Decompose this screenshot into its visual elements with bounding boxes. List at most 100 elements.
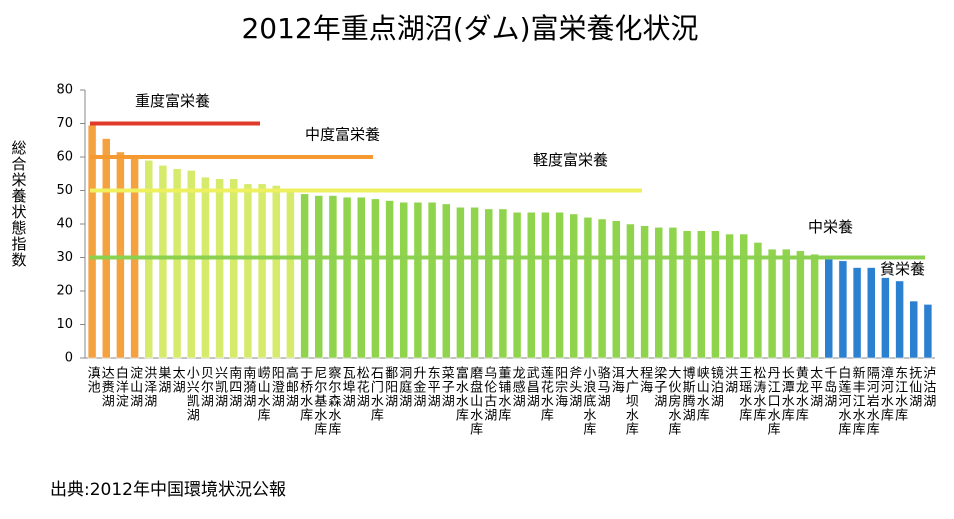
bar xyxy=(612,220,621,359)
x-tick-label: 小兴凯湖 xyxy=(184,366,200,422)
bar xyxy=(172,168,182,359)
x-tick-label: 南漪湖 xyxy=(240,365,256,408)
source: 出典:2012年中国環境状況公報 xyxy=(50,480,286,500)
bar xyxy=(569,213,578,359)
bar xyxy=(116,151,125,359)
reference-label: 中度富栄養 xyxy=(305,126,380,144)
bar xyxy=(583,217,593,359)
bar xyxy=(640,225,649,359)
x-tick-label: 董铺水库 xyxy=(495,366,511,422)
x-tick-label: 察尔森水库 xyxy=(325,366,341,436)
x-tick-label: 骆马湖 xyxy=(595,365,611,408)
bar xyxy=(527,212,536,359)
y-tick-label: 70 xyxy=(56,116,73,131)
bar xyxy=(838,260,848,359)
bar xyxy=(314,195,323,359)
bar xyxy=(470,207,479,359)
bar xyxy=(342,196,352,359)
x-tick-label: 富水水库 xyxy=(453,365,469,422)
reference-label: 軽度富栄養 xyxy=(533,151,608,169)
bar xyxy=(597,218,607,359)
bar xyxy=(484,208,493,359)
y-axis-label: 総合栄養状態指数 xyxy=(10,140,28,268)
x-tick-label: 小浪底水库 xyxy=(580,366,596,436)
bar xyxy=(102,138,111,359)
bar xyxy=(753,242,763,359)
reference-label: 中栄養 xyxy=(808,218,853,236)
x-tick-label: 龙感湖 xyxy=(510,366,526,408)
bar xyxy=(357,196,366,359)
x-tick-label: 大广坝水库 xyxy=(623,366,639,436)
x-tick-label: 高邮湖 xyxy=(283,365,299,408)
x-tick-label: 阳澄湖 xyxy=(269,366,285,408)
x-tick-label: 千岛湖 xyxy=(821,366,837,408)
bar xyxy=(782,248,791,359)
x-tick-label: 松花湖 xyxy=(354,366,370,408)
bar xyxy=(286,190,295,359)
x-tick-label: 黄龙水库 xyxy=(793,366,809,422)
bar xyxy=(413,201,423,359)
y-tick-label: 30 xyxy=(56,250,73,265)
x-tick-label: 长潭水库 xyxy=(779,366,795,422)
bar xyxy=(541,212,550,359)
bar xyxy=(257,183,267,359)
x-tick-label: 镜泊湖 xyxy=(708,366,724,408)
bar xyxy=(824,258,833,359)
x-tick-label: 崂山水库 xyxy=(255,366,271,422)
bar xyxy=(427,201,437,359)
x-tick-label: 大伙房水库 xyxy=(665,366,681,436)
x-tick-label: 鄱阳湖 xyxy=(382,366,398,408)
reference-label: 重度富栄養 xyxy=(135,92,210,110)
bar xyxy=(158,165,168,359)
bar xyxy=(442,203,451,359)
x-tick-label: 东平湖 xyxy=(425,366,441,408)
y-tick-label: 10 xyxy=(56,317,73,332)
bar xyxy=(810,253,819,359)
x-tick-label: 阳宗海 xyxy=(552,366,568,408)
y-tick-label: 0 xyxy=(65,351,73,366)
bar xyxy=(187,170,196,359)
x-tick-label: 漳河水库 xyxy=(878,365,894,422)
bar xyxy=(796,250,805,359)
x-tick-label: 贝尔湖 xyxy=(198,366,214,408)
bar xyxy=(923,304,933,359)
x-tick-label: 南四湖 xyxy=(226,365,242,408)
x-tick-label: 抚仙湖 xyxy=(906,366,922,408)
y-tick-label: 20 xyxy=(56,284,73,299)
bar xyxy=(243,183,253,359)
x-tick-label: 白莲河水库 xyxy=(835,365,851,436)
bar xyxy=(725,233,734,359)
y-tick-label: 80 xyxy=(56,83,73,98)
bar xyxy=(852,267,862,359)
x-tick-label: 乌伦古湖 xyxy=(481,365,497,422)
x-tick-label: 洞庭湖 xyxy=(396,366,412,408)
bar xyxy=(385,200,394,359)
x-tick-label: 洪泽湖 xyxy=(141,366,157,408)
y-tick-label: 40 xyxy=(56,217,73,232)
bar xyxy=(328,195,338,359)
x-tick-label: 丹江口水库 xyxy=(765,366,781,436)
bar xyxy=(739,233,748,359)
chart-title: 2012年重点湖沼(ダム)富栄養化状況 xyxy=(241,12,698,45)
x-tick-label: 博斯腾湖 xyxy=(680,366,696,422)
x-tick-label: 新丰江水库 xyxy=(850,365,866,436)
x-tick-label: 泸沽湖 xyxy=(920,366,936,408)
x-tick-label: 滇池 xyxy=(85,366,101,394)
x-tick-label: 达赉湖 xyxy=(99,366,115,408)
bar xyxy=(711,230,720,359)
x-tick-label: 程海 xyxy=(637,366,653,394)
bar xyxy=(668,227,678,359)
bar xyxy=(626,223,635,359)
y-tick-label: 60 xyxy=(56,150,73,165)
bar xyxy=(201,176,210,359)
y-tick-label: 50 xyxy=(56,183,73,198)
x-tick-label: 淀山湖 xyxy=(127,366,143,408)
x-tick-label: 于桥水库 xyxy=(297,366,313,422)
x-tick-label: 磨盘山水库 xyxy=(467,366,483,436)
x-tick-label: 松涛水库 xyxy=(750,366,766,422)
bar xyxy=(881,277,890,359)
bar xyxy=(697,230,706,359)
x-tick-label: 巣湖 xyxy=(155,366,171,394)
bar xyxy=(654,227,663,359)
